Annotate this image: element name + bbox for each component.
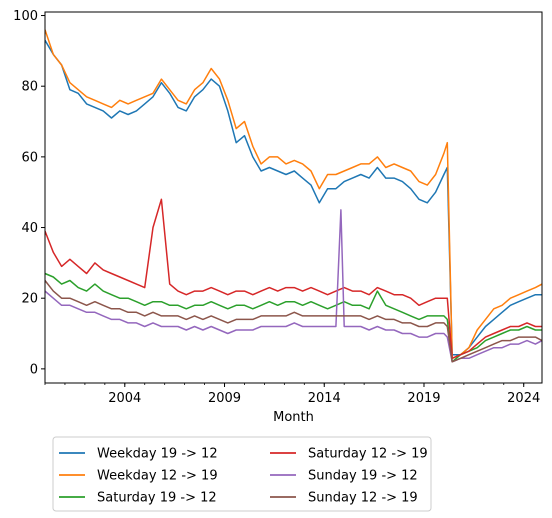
legend-box <box>52 436 432 512</box>
legend-label-5: Sunday 19 -> 12 <box>308 469 418 484</box>
x-tick-label: 2024 <box>507 391 540 406</box>
y-tick-label: 60 <box>21 150 38 165</box>
x-tick-label: 2014 <box>308 391 341 406</box>
series-layer <box>45 29 542 363</box>
y-tick-label: 0 <box>30 362 38 377</box>
x-tick-label: 2004 <box>108 391 141 406</box>
series-line-6 <box>45 280 542 363</box>
legend-label-1: Weekday 19 -> 12 <box>97 447 218 462</box>
x-axis-label: Month <box>273 410 314 425</box>
legend-label-4: Saturday 12 -> 19 <box>308 447 428 462</box>
x-tick-label: 2019 <box>407 391 440 406</box>
y-tick-label: 20 <box>21 292 38 307</box>
x-tick-label: 2009 <box>208 391 241 406</box>
y-axis: 0 20 40 60 80 100 <box>13 9 45 377</box>
y-tick-label: 80 <box>21 80 38 95</box>
x-axis: 2004 2009 2014 2019 2024 <box>44 383 540 406</box>
legend-label-3: Saturday 19 -> 12 <box>97 491 217 506</box>
legend: Weekday 19 -> 12 Weekday 12 -> 19 Saturday… <box>52 436 432 512</box>
plot-frame <box>44 11 543 384</box>
y-tick-label: 40 <box>21 221 38 236</box>
legend-label-2: Weekday 12 -> 19 <box>97 469 218 484</box>
y-tick-label: 100 <box>13 9 38 24</box>
series-line-4 <box>45 198 542 360</box>
legend-label-6: Sunday 12 -> 19 <box>308 491 418 506</box>
